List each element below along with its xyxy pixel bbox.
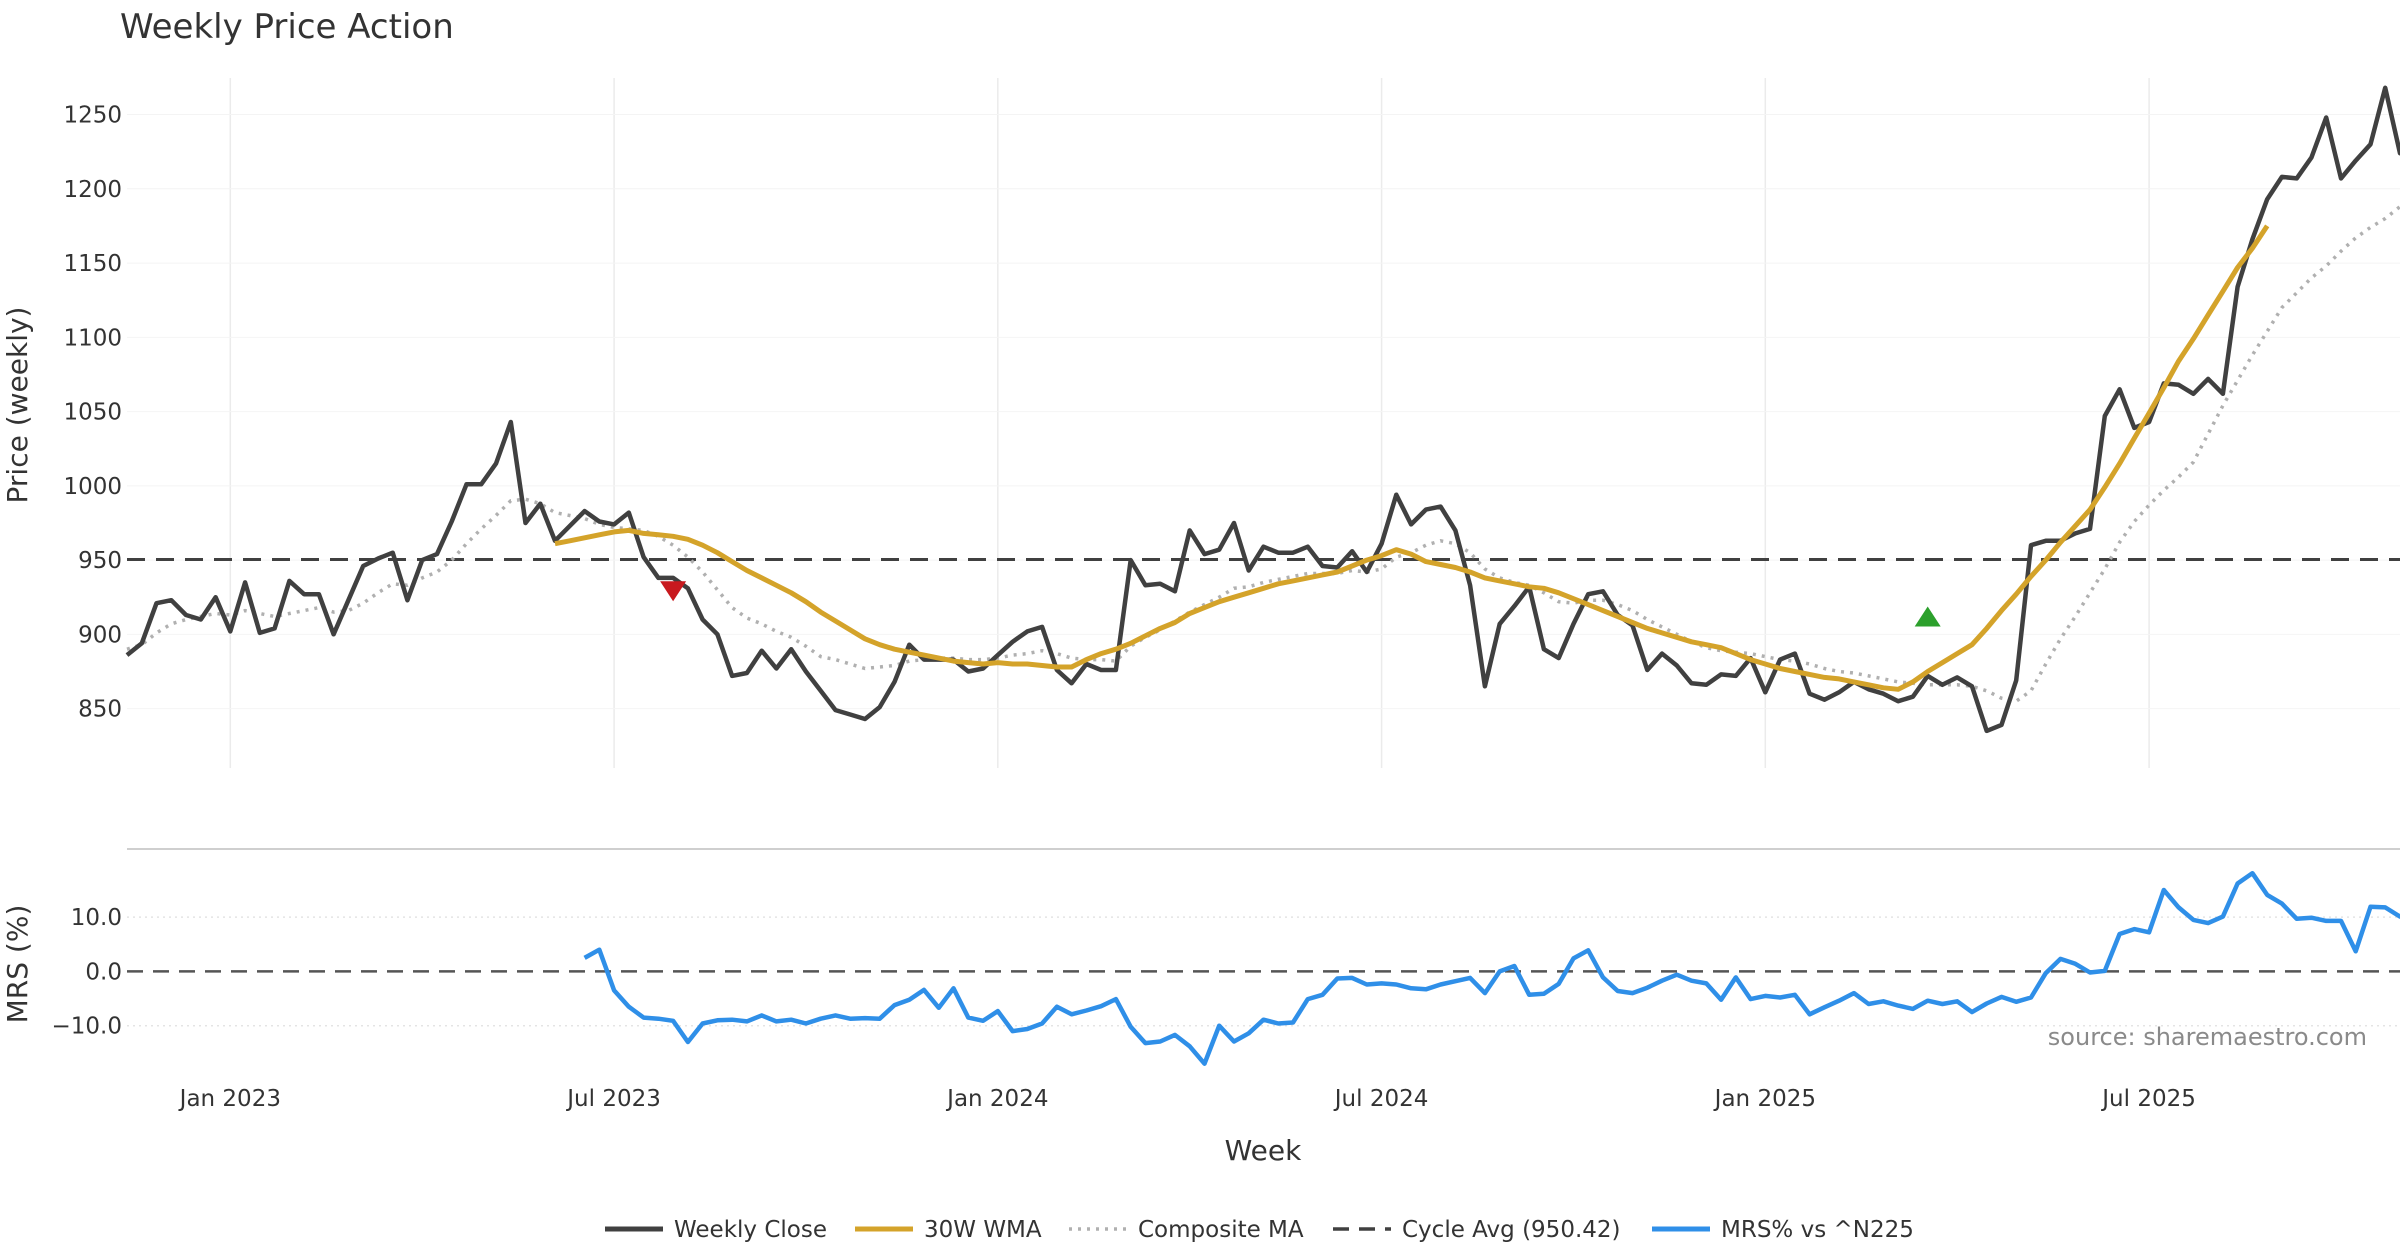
x-axis-ticks: Jan 2023 Jul 2023 Jan 2024 Jul 2024 Jan 2025… bbox=[178, 1086, 2196, 1112]
x-tick-label: Jan 2024 bbox=[945, 1086, 1048, 1112]
mrs-y-axis-label: MRS (%) bbox=[1, 905, 34, 1024]
buy-signal-marker bbox=[1914, 606, 1941, 627]
mrs-y-ticks: 10.0 0.0 −10.0 bbox=[52, 905, 122, 1040]
legend-item: 30W WMA bbox=[855, 1217, 1042, 1243]
source-note: source: sharemaestro.com bbox=[2048, 1023, 2367, 1051]
price-y-tick-label: 850 bbox=[78, 697, 122, 723]
legend-item: Cycle Avg (950.42) bbox=[1333, 1217, 1621, 1243]
mrs-y-tick-label: −10.0 bbox=[52, 1014, 122, 1040]
price-panel: 850 900 950 1000 1050 1100 1150 1200 1250 bbox=[63, 78, 2400, 768]
price-y-tick-label: 1150 bbox=[63, 251, 122, 277]
price-y-tick-label: 1050 bbox=[63, 400, 122, 426]
mrs-y-tick-label: 10.0 bbox=[71, 905, 122, 931]
x-tick-label: Jan 2025 bbox=[1713, 1086, 1816, 1112]
mrs-grid bbox=[127, 916, 2400, 1027]
mrs-y-tick-label: 0.0 bbox=[85, 959, 122, 985]
price-y-tick-label: 1000 bbox=[63, 474, 122, 500]
x-tick-label: Jul 2023 bbox=[565, 1086, 661, 1112]
legend-label: MRS% vs ^N225 bbox=[1721, 1217, 1914, 1243]
price-y-tick-label: 1250 bbox=[63, 103, 122, 129]
legend-label: Composite MA bbox=[1138, 1217, 1304, 1243]
price-y-tick-label: 950 bbox=[78, 548, 122, 574]
price-y-tick-label: 1200 bbox=[63, 177, 122, 203]
x-tick-label: Jul 2024 bbox=[1333, 1086, 1429, 1112]
price-y-ticks: 850 900 950 1000 1050 1100 1150 1200 1250 bbox=[63, 103, 122, 723]
mrs-line bbox=[583, 870, 2400, 1066]
legend-label: Weekly Close bbox=[674, 1217, 827, 1243]
x-axis-label: Week bbox=[1225, 1134, 1302, 1167]
price-y-tick-label: 900 bbox=[78, 622, 122, 648]
legend-item: Composite MA bbox=[1069, 1217, 1304, 1243]
sell-signal-marker bbox=[660, 581, 687, 602]
price-y-tick-label: 1100 bbox=[63, 325, 122, 351]
legend-label: 30W WMA bbox=[924, 1217, 1042, 1243]
signal-markers bbox=[660, 581, 1941, 627]
weekly-close-line bbox=[125, 85, 2400, 734]
x-tick-label: Jul 2025 bbox=[2100, 1086, 2196, 1112]
legend: Weekly Close 30W WMA Composite MA Cycle Avg… bbox=[605, 1217, 1914, 1243]
legend-item: Weekly Close bbox=[605, 1217, 827, 1243]
mrs-panel: 10.0 0.0 −10.0 bbox=[52, 870, 2400, 1066]
price-y-axis-label: Price (weekly) bbox=[1, 307, 34, 504]
wma-30w-line bbox=[554, 224, 2270, 692]
legend-label: Cycle Avg (950.42) bbox=[1402, 1217, 1621, 1243]
x-tick-label: Jan 2023 bbox=[178, 1086, 281, 1112]
chart-title: Weekly Price Action bbox=[120, 7, 454, 47]
legend-item: MRS% vs ^N225 bbox=[1652, 1217, 1914, 1243]
